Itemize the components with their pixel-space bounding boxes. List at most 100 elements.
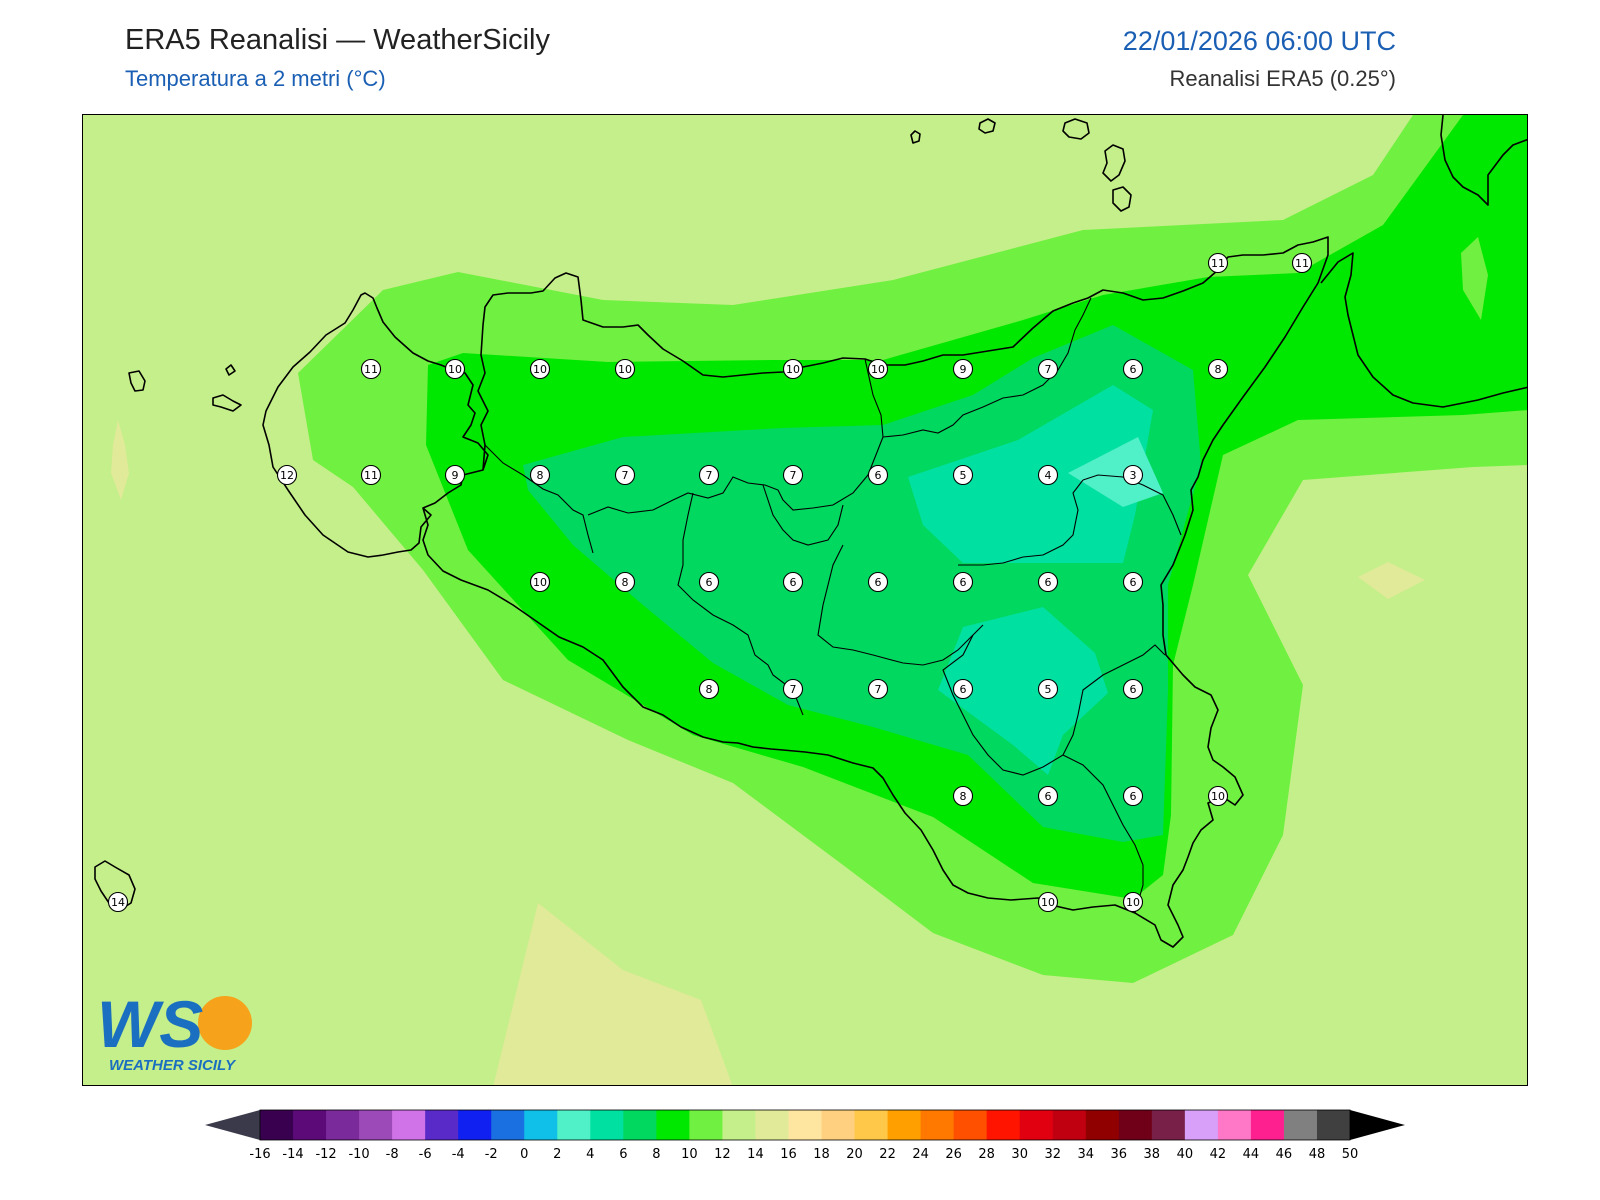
- colorbar-segment: [887, 1110, 922, 1140]
- station-marker[interactable]: 4: [1037, 464, 1059, 486]
- station-value: 8: [960, 790, 967, 803]
- station-marker[interactable]: 7: [1037, 358, 1059, 380]
- station-marker[interactable]: 8: [1207, 358, 1229, 380]
- station-marker[interactable]: 10: [782, 358, 804, 380]
- contour-4-6-south: [938, 607, 1108, 775]
- station-value: 6: [1045, 576, 1052, 589]
- station-value: 6: [706, 576, 713, 589]
- station-marker[interactable]: 6: [952, 571, 974, 593]
- station-marker[interactable]: 6: [952, 678, 974, 700]
- station-value: 8: [1215, 363, 1222, 376]
- station-marker[interactable]: 6: [867, 464, 889, 486]
- contour-10-12-ne: [1461, 237, 1488, 320]
- station-marker[interactable]: 11: [1291, 252, 1313, 274]
- province-boundaries: [484, 297, 1182, 914]
- colorbar-tick-label: 22: [879, 1147, 896, 1162]
- station-marker[interactable]: 7: [614, 464, 636, 486]
- station-marker[interactable]: 8: [529, 464, 551, 486]
- station-value: 7: [875, 683, 882, 696]
- station-marker[interactable]: 10: [867, 358, 889, 380]
- station-marker[interactable]: 6: [1122, 785, 1144, 807]
- station-marker[interactable]: 6: [1122, 358, 1144, 380]
- colorbar-tick-label: 10: [681, 1147, 698, 1162]
- station-value: 8: [706, 683, 713, 696]
- station-marker[interactable]: 10: [614, 358, 636, 380]
- station-marker[interactable]: 5: [952, 464, 974, 486]
- station-value: 4: [1045, 469, 1052, 482]
- station-marker[interactable]: 7: [698, 464, 720, 486]
- colorbar-segment: [689, 1110, 723, 1140]
- colorbar-segment: [854, 1110, 889, 1140]
- colorbar-tick-label: 28: [978, 1147, 995, 1162]
- temperature-colorbar: -16 -14 -12 -10 -8 -6 -4 -2 0 2 4 6 8 10 12 14 16 18 20 22 2…: [205, 1108, 1405, 1168]
- colorbar-tick-label: 8: [652, 1147, 660, 1162]
- station-marker[interactable]: 8: [614, 571, 636, 593]
- station-marker[interactable]: 11: [360, 358, 382, 380]
- temperature-map[interactable]: 11 10 10 10 10 10 9 7 6 8 11 11 12 11 9 …: [82, 114, 1528, 1086]
- colorbar-tick-label: 34: [1077, 1147, 1094, 1162]
- colorbar-tick-label: 0: [520, 1147, 528, 1162]
- station-value: 7: [706, 469, 713, 482]
- station-marker[interactable]: 10: [1037, 891, 1059, 913]
- colorbar-tick-label: -14: [282, 1147, 303, 1162]
- station-marker[interactable]: 11: [360, 464, 382, 486]
- egadi-island-levanzo: [225, 364, 236, 376]
- colorbar-tick-label: -12: [315, 1147, 336, 1162]
- station-marker[interactable]: 10: [1207, 785, 1229, 807]
- station-value: 6: [790, 576, 797, 589]
- weather-sicily-logo: WS WEATHER SICILY: [95, 985, 260, 1075]
- aeolian-island-filicudi: [978, 118, 996, 134]
- colorbar-segment: [425, 1110, 459, 1140]
- colorbar-segment: [1085, 1110, 1120, 1140]
- colorbar-segment: [1250, 1110, 1285, 1140]
- station-marker[interactable]: 7: [782, 678, 804, 700]
- station-value: 10: [448, 363, 462, 376]
- station-marker[interactable]: 3: [1122, 464, 1144, 486]
- station-marker[interactable]: 6: [1037, 571, 1059, 593]
- colorbar-segment: [920, 1110, 955, 1140]
- station-marker[interactable]: 8: [952, 785, 974, 807]
- station-marker[interactable]: 9: [952, 358, 974, 380]
- station-value: 6: [1130, 576, 1137, 589]
- station-marker[interactable]: 5: [1037, 678, 1059, 700]
- colorbar-segment: [1217, 1110, 1252, 1140]
- station-marker[interactable]: 10: [1122, 891, 1144, 913]
- data-source: Reanalisi ERA5 (0.25°): [1169, 66, 1396, 91]
- map-title: ERA5 Reanalisi — WeatherSicily: [125, 24, 550, 56]
- station-marker[interactable]: 7: [867, 678, 889, 700]
- station-value: 5: [960, 469, 967, 482]
- station-marker[interactable]: 10: [529, 358, 551, 380]
- station-value: 8: [537, 469, 544, 482]
- station-marker[interactable]: 9: [444, 464, 466, 486]
- station-marker[interactable]: 10: [444, 358, 466, 380]
- station-marker[interactable]: 6: [1122, 678, 1144, 700]
- station-marker[interactable]: 6: [1122, 571, 1144, 593]
- station-value: 6: [960, 576, 967, 589]
- colorbar-tick-label: 20: [846, 1147, 863, 1162]
- station-value: 11: [1211, 257, 1225, 270]
- station-marker[interactable]: 12: [276, 464, 298, 486]
- station-marker[interactable]: 6: [1037, 785, 1059, 807]
- colorbar-tick-label: 50: [1342, 1147, 1359, 1162]
- station-marker[interactable]: 10: [529, 571, 551, 593]
- colorbar-segment: [722, 1110, 756, 1140]
- colorbar-segment: [1316, 1110, 1351, 1140]
- aeolian-island-salina: [1062, 118, 1090, 140]
- colorbar-segment: [986, 1110, 1021, 1140]
- station-marker[interactable]: 7: [782, 464, 804, 486]
- station-marker[interactable]: 6: [698, 571, 720, 593]
- colorbar-tick-label: -6: [419, 1147, 432, 1162]
- station-value: 6: [875, 576, 882, 589]
- colorbar-segment: [788, 1110, 823, 1140]
- station-value: 11: [364, 469, 378, 482]
- colorbar-segment: [1019, 1110, 1054, 1140]
- aeolian-island-vulcano: [1112, 186, 1132, 212]
- station-marker[interactable]: 6: [867, 571, 889, 593]
- station-marker[interactable]: 11: [1207, 252, 1229, 274]
- colorbar-tick-label: 46: [1276, 1147, 1293, 1162]
- station-value: 7: [790, 469, 797, 482]
- station-marker[interactable]: 8: [698, 678, 720, 700]
- station-marker[interactable]: 6: [782, 571, 804, 593]
- station-marker[interactable]: 14: [107, 891, 129, 913]
- colorbar-tick-label: -2: [485, 1147, 498, 1162]
